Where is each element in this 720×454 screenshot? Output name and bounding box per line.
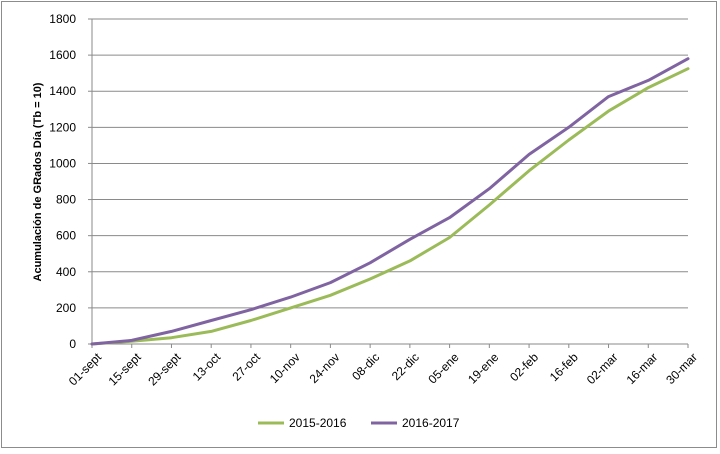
y-tick-label: 600: [56, 229, 76, 243]
x-tick-label: 19-ene: [465, 350, 502, 387]
x-tick-label: 15-sept: [106, 350, 145, 389]
y-tick-label: 1600: [49, 48, 76, 62]
y-tick-label: 1200: [49, 120, 76, 134]
x-tick-label: 16-mar: [624, 350, 661, 387]
y-tick-label: 800: [56, 193, 76, 207]
series-lines: [90, 57, 690, 346]
x-tick-label: 01-sept: [66, 350, 105, 389]
y-tick-label: 1400: [49, 84, 76, 98]
x-tick-label: 27-oct: [230, 350, 264, 384]
gridlines: [92, 18, 688, 345]
y-tick-label: 200: [56, 301, 76, 315]
y-tick-label: 0: [69, 337, 76, 351]
y-tick-label: 400: [56, 265, 76, 279]
x-tick-label: 30-mar: [663, 350, 700, 387]
chart-frame: 0 200 400 600 800 1000 1200 1400 1600 1800 01-sep…: [1, 1, 717, 448]
x-tick-label: 24-nov: [307, 350, 343, 386]
y-tick-labels: 0 200 400 600 800 1000 1200 1400 1600 1800: [49, 12, 76, 351]
line-chart: 0 200 400 600 800 1000 1200 1400 1600 1800 01-sep…: [32, 12, 700, 430]
axes: [88, 18, 689, 348]
x-tick-label: 05-ene: [425, 350, 462, 387]
x-tick-labels: 01-sept 15-sept 29-sept 13-oct 27-oct 10-nov 2…: [66, 350, 700, 389]
x-tick-label: 13-oct: [190, 350, 224, 384]
x-tick-label: 16-feb: [547, 350, 581, 384]
legend: 2015-2016 2016-2017: [258, 416, 460, 430]
y-tick-label: 1800: [49, 12, 76, 26]
series-line-2015-2016: [90, 67, 690, 346]
x-tick-label: 02-mar: [584, 350, 621, 387]
x-tick-label: 22-dic: [389, 350, 422, 383]
x-tick-label: 10-nov: [267, 350, 303, 386]
legend-label: 2015-2016: [289, 416, 347, 430]
x-tick-label: 29-sept: [145, 350, 184, 389]
x-tick-label: 02-feb: [507, 350, 541, 384]
legend-label: 2016-2017: [402, 416, 460, 430]
y-axis-label: Acumulación de GRados Día (Tb = 10): [32, 82, 44, 281]
x-tick-label: 08-dic: [349, 350, 382, 383]
series-line-2016-2017: [90, 57, 690, 346]
y-tick-label: 1000: [49, 156, 76, 170]
